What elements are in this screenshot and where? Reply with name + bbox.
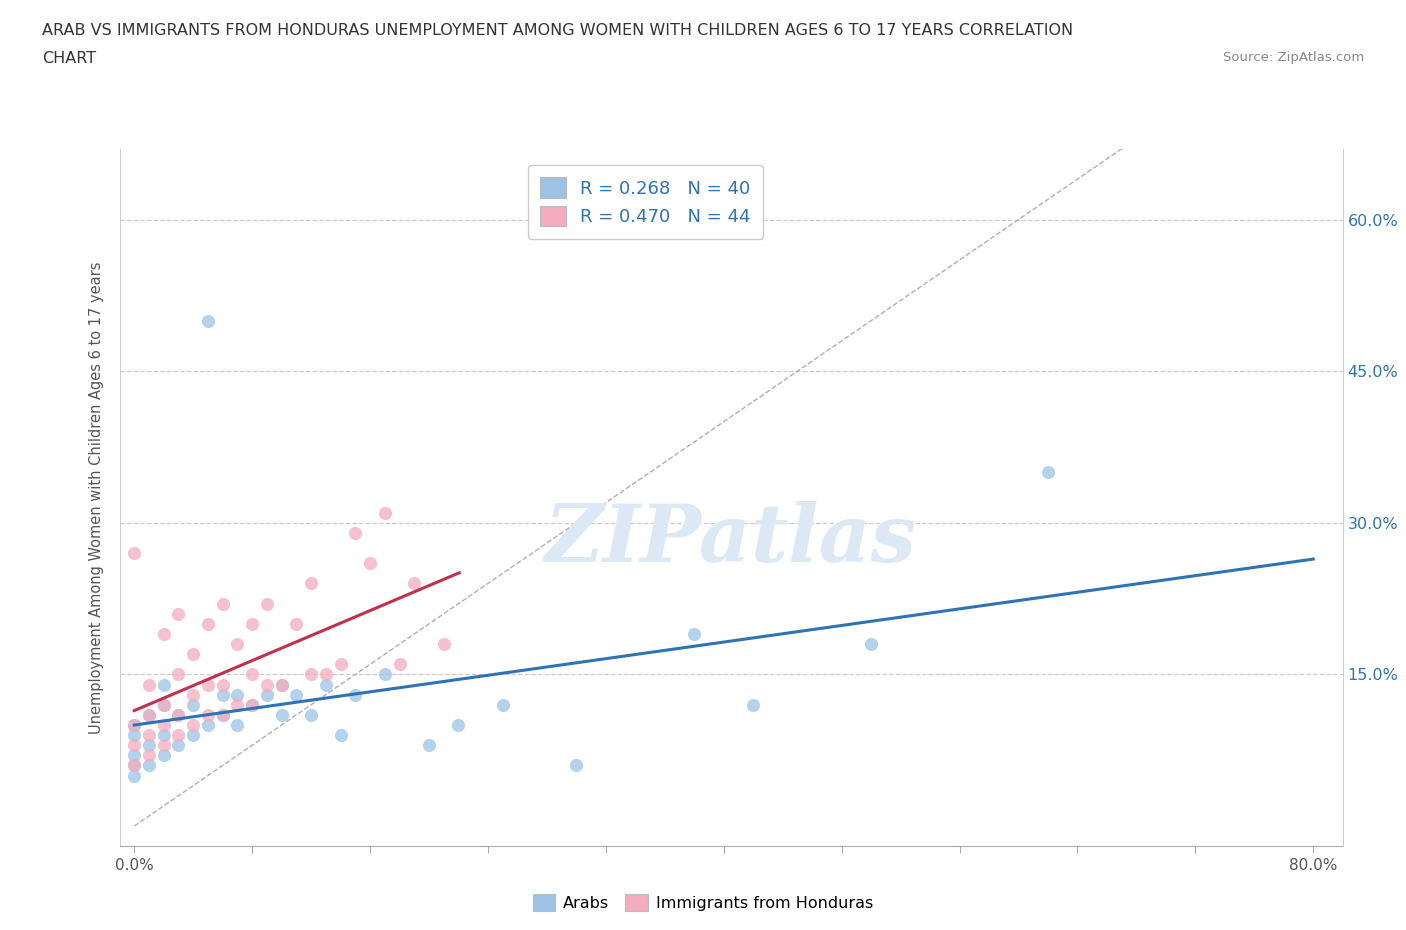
- Text: ARAB VS IMMIGRANTS FROM HONDURAS UNEMPLOYMENT AMONG WOMEN WITH CHILDREN AGES 6 T: ARAB VS IMMIGRANTS FROM HONDURAS UNEMPLO…: [42, 23, 1073, 38]
- Point: [565, 758, 588, 773]
- Point: [226, 637, 249, 652]
- Point: [181, 646, 204, 661]
- Point: [211, 708, 233, 723]
- Point: [138, 727, 160, 742]
- Point: [122, 768, 145, 783]
- Point: [285, 617, 308, 631]
- Point: [122, 718, 145, 733]
- Point: [344, 687, 367, 702]
- Point: [226, 687, 249, 702]
- Point: [256, 687, 278, 702]
- Point: [197, 617, 219, 631]
- Point: [492, 698, 515, 712]
- Point: [447, 718, 470, 733]
- Point: [122, 718, 145, 733]
- Point: [742, 698, 765, 712]
- Point: [138, 748, 160, 763]
- Point: [181, 687, 204, 702]
- Point: [138, 677, 160, 692]
- Point: [167, 727, 190, 742]
- Point: [138, 708, 160, 723]
- Point: [256, 677, 278, 692]
- Point: [240, 617, 263, 631]
- Point: [315, 667, 337, 682]
- Legend: Arabs, Immigrants from Honduras: Arabs, Immigrants from Honduras: [527, 888, 879, 917]
- Point: [270, 708, 292, 723]
- Point: [197, 677, 219, 692]
- Point: [226, 698, 249, 712]
- Point: [181, 727, 204, 742]
- Point: [299, 708, 322, 723]
- Point: [240, 667, 263, 682]
- Point: [226, 718, 249, 733]
- Point: [433, 637, 456, 652]
- Point: [329, 657, 352, 671]
- Point: [138, 737, 160, 752]
- Point: [122, 758, 145, 773]
- Text: Source: ZipAtlas.com: Source: ZipAtlas.com: [1223, 51, 1364, 64]
- Point: [197, 718, 219, 733]
- Point: [211, 708, 233, 723]
- Point: [374, 505, 396, 520]
- Point: [197, 313, 219, 328]
- Point: [270, 677, 292, 692]
- Point: [138, 708, 160, 723]
- Point: [138, 758, 160, 773]
- Point: [388, 657, 411, 671]
- Point: [270, 677, 292, 692]
- Point: [122, 748, 145, 763]
- Point: [167, 708, 190, 723]
- Point: [211, 687, 233, 702]
- Point: [152, 698, 174, 712]
- Point: [167, 667, 190, 682]
- Point: [211, 596, 233, 611]
- Point: [152, 627, 174, 642]
- Point: [152, 748, 174, 763]
- Point: [152, 727, 174, 742]
- Point: [152, 737, 174, 752]
- Point: [315, 677, 337, 692]
- Point: [181, 698, 204, 712]
- Point: [299, 667, 322, 682]
- Point: [683, 627, 706, 642]
- Point: [329, 727, 352, 742]
- Point: [285, 687, 308, 702]
- Text: ZIPatlas: ZIPatlas: [546, 500, 917, 578]
- Point: [197, 708, 219, 723]
- Point: [211, 677, 233, 692]
- Point: [240, 698, 263, 712]
- Point: [1036, 465, 1059, 480]
- Point: [122, 727, 145, 742]
- Point: [122, 546, 145, 561]
- Legend: R = 0.268   N = 40, R = 0.470   N = 44: R = 0.268 N = 40, R = 0.470 N = 44: [527, 165, 763, 239]
- Point: [167, 708, 190, 723]
- Point: [152, 718, 174, 733]
- Point: [122, 758, 145, 773]
- Point: [122, 737, 145, 752]
- Point: [860, 637, 883, 652]
- Point: [299, 576, 322, 591]
- Text: CHART: CHART: [42, 51, 96, 66]
- Point: [374, 667, 396, 682]
- Point: [152, 698, 174, 712]
- Point: [167, 737, 190, 752]
- Point: [181, 718, 204, 733]
- Point: [152, 677, 174, 692]
- Point: [418, 737, 440, 752]
- Point: [344, 525, 367, 540]
- Point: [359, 556, 381, 571]
- Point: [404, 576, 426, 591]
- Point: [256, 596, 278, 611]
- Point: [167, 606, 190, 621]
- Y-axis label: Unemployment Among Women with Children Ages 6 to 17 years: Unemployment Among Women with Children A…: [89, 261, 104, 734]
- Point: [240, 698, 263, 712]
